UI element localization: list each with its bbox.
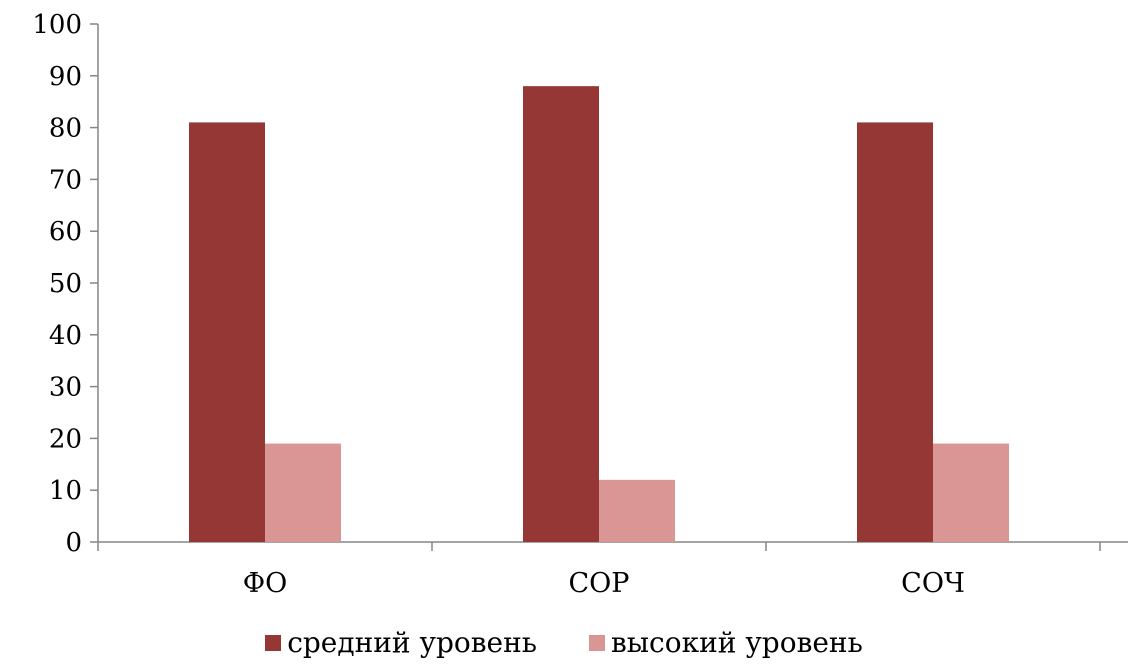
x-axis bbox=[97, 541, 1128, 551]
x-category-label: СОЧ bbox=[901, 568, 965, 599]
legend: средний уровень высокий уровень bbox=[0, 626, 1128, 659]
bar-srednij-2 bbox=[857, 122, 933, 543]
y-axis: 0 10 20 30 40 50 60 70 80 90 100 bbox=[32, 10, 99, 558]
legend-label: высокий уровень bbox=[611, 626, 863, 659]
legend-item-series-1: высокий уровень bbox=[589, 626, 863, 659]
legend-swatch bbox=[265, 634, 282, 651]
y-tick-label: 80 bbox=[49, 114, 82, 144]
bar-vysokij-1 bbox=[599, 479, 675, 542]
x-category-label: СОР bbox=[569, 568, 630, 599]
legend-item-series-0: средний уровень bbox=[265, 626, 537, 659]
bar-chart: 0 10 20 30 40 50 60 70 80 90 100 ФО СОР СОЧ bbox=[32, 10, 1128, 599]
x-category-label: ФО bbox=[243, 568, 288, 599]
bars bbox=[189, 86, 1009, 543]
legend-swatch bbox=[589, 634, 605, 651]
y-tick-label: 100 bbox=[32, 10, 82, 40]
y-tick-label: 60 bbox=[49, 217, 82, 247]
y-tick-label: 90 bbox=[49, 62, 82, 92]
legend-label: средний уровень bbox=[287, 626, 537, 659]
bar-srednij-0 bbox=[189, 122, 265, 543]
y-tick-label: 70 bbox=[49, 165, 82, 195]
y-tick-label: 40 bbox=[49, 321, 82, 351]
bar-srednij-1 bbox=[523, 86, 599, 542]
y-tick-label: 20 bbox=[49, 424, 82, 454]
category-labels: ФО СОР СОЧ bbox=[243, 568, 965, 599]
bar-vysokij-0 bbox=[265, 443, 341, 542]
y-tick-label: 50 bbox=[49, 269, 82, 299]
y-tick-label: 30 bbox=[49, 373, 82, 403]
y-tick-label: 0 bbox=[65, 528, 82, 558]
y-tick-label: 10 bbox=[49, 476, 82, 506]
bar-vysokij-2 bbox=[933, 443, 1009, 542]
